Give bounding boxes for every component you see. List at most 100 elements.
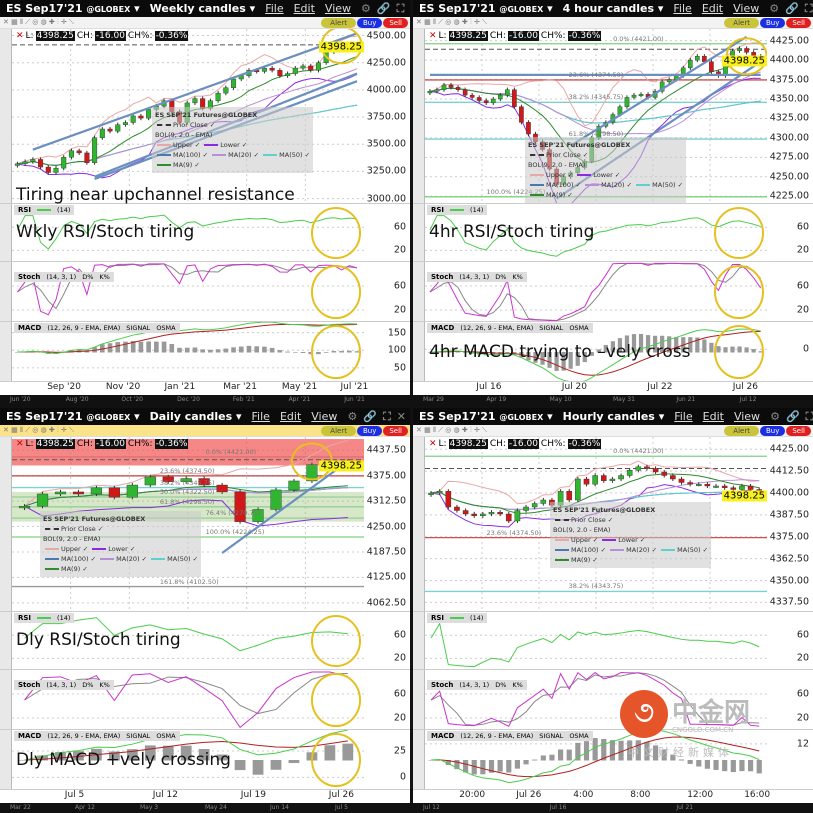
maximize-icon[interactable]: ⛶: [804, 1, 813, 15]
menu-edit[interactable]: Edit: [701, 2, 724, 15]
chart-scrollbar[interactable]: Mar 22 Apr 12 May 3 May 24 Jun 14 Jul 5: [0, 803, 410, 813]
buy-button[interactable]: Buy: [356, 425, 383, 436]
settings-icon[interactable]: ⚙: [361, 1, 371, 15]
window-titlebar: ES Sep17'21 @GLOBEX ▾ Daily candles ▾ Fi…: [0, 408, 410, 425]
candle-up: [695, 56, 700, 61]
pane-close-icon[interactable]: [0, 204, 12, 261]
sell-button[interactable]: Sell: [383, 425, 408, 436]
timeframe-selector[interactable]: Hourly candles ▾: [562, 410, 665, 423]
link-icon[interactable]: 🔗: [785, 409, 800, 423]
scrollbar-date: Apr 12: [75, 804, 95, 811]
zoom-controls[interactable]: [413, 29, 425, 203]
alert-button[interactable]: Alert: [321, 17, 356, 28]
buy-button[interactable]: Buy: [759, 425, 786, 436]
close-icon[interactable]: ✕: [429, 439, 437, 449]
menu-edit[interactable]: Edit: [279, 410, 302, 423]
menu-view[interactable]: View: [324, 2, 352, 15]
link-icon[interactable]: 🔗: [785, 1, 799, 15]
candle-up: [261, 67, 267, 72]
osma-bar: [246, 345, 252, 353]
menu-file[interactable]: File: [265, 2, 284, 15]
menu-view[interactable]: View: [733, 410, 761, 423]
link-icon[interactable]: 🔗: [376, 1, 391, 15]
sell-button[interactable]: Sell: [786, 17, 811, 28]
candle-up: [270, 489, 282, 510]
timeframe-selector[interactable]: Weekly candles ▾: [149, 2, 256, 15]
menu-edit[interactable]: Edit: [293, 2, 315, 15]
candle-up: [490, 98, 496, 104]
settings-icon[interactable]: ⚙: [769, 1, 780, 15]
alert-button[interactable]: Alert: [321, 425, 356, 436]
osma-bar: [100, 344, 105, 353]
tool-icons[interactable]: ✕ ▦ ⫴ ⟋ ◎ ◍ ✚ ⫶ ✛ ⟍: [3, 426, 74, 434]
chart-scrollbar[interactable]: Mar 29 Apr 19 May 10 May 31 Jun 21 Jul 12: [413, 395, 813, 405]
chart-scrollbar[interactable]: Jun '20 Aug '20 Oct '20 Dec '20 Feb '21 Apr '…: [0, 395, 410, 405]
symbol-selector[interactable]: ES Sep17'21 @GLOBEX ▾: [6, 410, 140, 423]
buy-button[interactable]: Buy: [356, 17, 383, 28]
pane-close-icon[interactable]: [0, 262, 12, 321]
alert-button[interactable]: Alert: [724, 17, 759, 28]
time-tick: Jul 5: [64, 790, 85, 800]
maximize-icon[interactable]: ⛶: [805, 409, 813, 423]
pane-close-icon[interactable]: [413, 670, 425, 729]
settings-icon[interactable]: ⚙: [347, 409, 358, 423]
link-icon[interactable]: 🔗: [363, 409, 378, 423]
macd-axis: 150 100 50: [364, 322, 410, 381]
macd-signal-label: SIGNAL: [539, 324, 564, 332]
tool-icons[interactable]: ✕ ▦ ⫴ ⟋ ◎ ◍ ✚ ⫶ ✛ ⟍: [3, 18, 74, 26]
zoom-controls[interactable]: [413, 437, 425, 611]
price-axis[interactable]: 4062.50 4125.00 4187.50 4250.00 4312.50 4375.…: [364, 437, 410, 611]
tool-icons[interactable]: ✕ ▦ ⫴ ⟋ ◎ ◍ ✚ ⫶ ✛ ⟍: [416, 426, 487, 434]
alert-button[interactable]: Alert: [724, 425, 759, 436]
settings-icon[interactable]: ⚙: [770, 409, 780, 423]
tool-icons[interactable]: ✕ ▦ ⫴ ⟋ ◎ ◍ ✚ ⫶ ✛ ⟍: [416, 18, 487, 26]
sell-button[interactable]: Sell: [383, 17, 408, 28]
menu-file[interactable]: File: [673, 2, 692, 15]
menu-view[interactable]: View: [733, 2, 760, 15]
menu-view[interactable]: View: [311, 410, 338, 423]
pane-close-icon[interactable]: [0, 322, 12, 381]
change-value: -16.00: [94, 439, 126, 449]
timeframe-selector[interactable]: Daily candles ▾: [149, 410, 242, 423]
pane-close-icon[interactable]: [0, 612, 12, 669]
symbol-selector[interactable]: ES Sep17'21 @GLOBEX ▾: [6, 2, 140, 15]
maximize-icon[interactable]: ⛶: [396, 1, 405, 15]
pane-close-icon[interactable]: [413, 322, 425, 381]
osma-bar: [687, 760, 693, 764]
candle-down: [670, 475, 676, 480]
symbol-selector[interactable]: ES Sep17'21 @GLOBEX ▾: [419, 410, 553, 423]
time-tick: 12:00: [687, 790, 714, 800]
timeframe-selector[interactable]: 4 hour candles ▾: [562, 2, 664, 15]
osma-bar: [223, 348, 229, 353]
osma-bar: [603, 344, 608, 353]
pane-close-icon[interactable]: [413, 262, 425, 321]
price-axis[interactable]: 4337.50 4350.00 4362.50 4375.00 4387.50 4400.…: [767, 437, 813, 611]
pane-close-icon[interactable]: [413, 612, 425, 669]
pane-close-icon[interactable]: [413, 730, 425, 789]
chart-scrollbar[interactable]: Jul 12 Jul 16 Jul 21: [413, 803, 813, 813]
menu-edit[interactable]: Edit: [702, 410, 724, 423]
pane-close-icon[interactable]: [413, 204, 425, 261]
price-axis[interactable]: 4225.00 4250.00 4275.00 4300.00 4325.00 4350.…: [767, 29, 813, 203]
buy-button[interactable]: Buy: [759, 17, 786, 28]
osma-bar: [575, 352, 580, 366]
candle-up: [192, 98, 198, 104]
close-icon[interactable]: ✕: [16, 31, 24, 41]
sell-button[interactable]: Sell: [786, 425, 811, 436]
osma-bar: [667, 336, 672, 353]
price-tick: 3000.00: [366, 193, 406, 205]
pane-close-icon[interactable]: [0, 730, 12, 789]
close-icon[interactable]: ✕: [429, 31, 437, 41]
candle-up: [480, 513, 486, 516]
price-axis[interactable]: 3000.00 3250.00 3500.00 3750.00 4000.00 4250.…: [364, 29, 410, 205]
zoom-controls[interactable]: [0, 29, 12, 203]
menu-file[interactable]: File: [674, 410, 693, 423]
symbol-selector[interactable]: ES Sep17'21 @GLOBEX ▾: [419, 2, 553, 15]
close-icon[interactable]: ✕: [396, 409, 406, 423]
menu-file[interactable]: File: [251, 410, 270, 423]
candle-up: [575, 478, 581, 501]
maximize-icon[interactable]: ⛶: [383, 409, 391, 423]
pane-close-icon[interactable]: [0, 670, 12, 729]
close-icon[interactable]: ✕: [16, 439, 24, 449]
zoom-controls[interactable]: [0, 437, 12, 611]
